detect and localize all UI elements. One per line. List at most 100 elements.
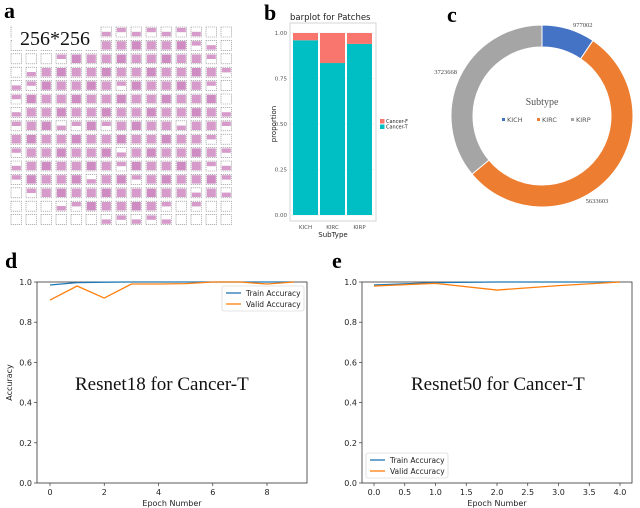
partial-tissue-tile: [11, 112, 21, 117]
donut-slice-kirc: [471, 39, 634, 208]
tile-border: [85, 214, 97, 225]
tile-border: [25, 200, 37, 212]
tissue-tile: [11, 135, 21, 144]
partial-tissue-tile: [146, 27, 156, 33]
series-line-valid-accuracy: [373, 281, 621, 291]
tissue-tile: [71, 161, 81, 171]
tissue-tile: [176, 94, 186, 104]
panel-e-line-chart: 0.0 0.2 0.4 0.6 0.8 1.0 0.0 0.5 1.0 1.5 2.0 2.5 3.0 3…: [344, 278, 633, 508]
partial-tissue-tile: [221, 68, 231, 73]
partial-tissue-tile: [191, 41, 201, 46]
partial-tissue-tile: [56, 54, 66, 59]
partial-tissue-tile: [71, 202, 81, 207]
tissue-tile: [206, 188, 216, 197]
legend-label: KICH: [507, 116, 523, 124]
tissue-tile: [176, 54, 186, 63]
tissue-tile: [146, 41, 156, 50]
partial-tissue-tile: [131, 31, 141, 37]
tissue-tile: [116, 108, 126, 117]
tissue-tile: [176, 148, 186, 157]
tissue-tile: [176, 135, 186, 144]
tissue-tile: [191, 94, 201, 104]
tissue-tile: [41, 68, 51, 77]
tile-border: [40, 200, 52, 212]
tile-border: [25, 214, 37, 225]
partial-tissue-tile: [191, 31, 201, 37]
tissue-tile: [131, 68, 141, 77]
partial-tissue-tile: [176, 125, 186, 130]
tissue-tile: [116, 135, 126, 144]
tissue-tile: [161, 81, 171, 90]
plot-area: [361, 281, 633, 484]
tile-border: [40, 214, 52, 225]
donut-slice-kirp: [450, 24, 543, 175]
partial-tissue-tile: [221, 165, 231, 171]
tissue-tile: [176, 108, 186, 117]
tissue-tile: [56, 108, 66, 117]
donut-title: Subtype: [526, 97, 559, 108]
y-tick-label: 1.0: [19, 278, 32, 287]
series-line-train-accuracy: [49, 281, 295, 286]
tissue-tile: [41, 94, 51, 104]
partial-tissue-tile: [206, 54, 216, 59]
tissue-tile: [116, 94, 126, 104]
bar-cancer-f-kich: [293, 33, 318, 41]
tile-border: [10, 187, 22, 199]
legend-label: KIRP: [576, 116, 591, 124]
tissue-tile: [191, 108, 201, 117]
bar-cancer-f-kirc: [320, 33, 345, 64]
tissue-tile: [71, 68, 81, 77]
tissue-tile: [161, 68, 171, 77]
partial-tissue-tile: [56, 206, 66, 211]
tile-size-label: 256*256: [20, 28, 90, 50]
tissue-tile: [131, 41, 141, 50]
tissue-tile: [191, 161, 201, 171]
tissue-tile: [41, 161, 51, 171]
tissue-tile: [206, 94, 216, 104]
y-tick-label: 0.00: [275, 213, 288, 219]
tissue-tile: [86, 121, 96, 130]
tissue-tile: [176, 188, 186, 197]
x-tick-label: 0: [47, 488, 52, 497]
partial-tissue-tile: [191, 192, 201, 197]
tissue-tile: [86, 108, 96, 117]
x-tick-label: 2: [102, 488, 107, 497]
partial-tissue-tile: [161, 31, 171, 37]
bar-cancer-f-kirp: [347, 33, 372, 44]
tissue-tile: [146, 188, 156, 197]
tissue-tile: [56, 161, 66, 171]
tissue-tile: [176, 68, 186, 77]
tissue-tile: [146, 161, 156, 171]
tissue-tile: [101, 94, 111, 104]
tissue-tile: [101, 148, 111, 157]
tissue-tile: [56, 81, 66, 90]
x-tick-label: 3.5: [583, 488, 596, 497]
x-axis-label: Epoch Number: [142, 499, 202, 508]
partial-tissue-tile: [206, 135, 216, 140]
tissue-tile: [146, 148, 156, 157]
tile-border: [175, 214, 187, 225]
x-tick-label: 6: [210, 488, 215, 497]
tile-border: [10, 214, 22, 225]
tissue-tile: [146, 81, 156, 90]
tile-border: [175, 200, 187, 212]
tissue-tile: [101, 161, 111, 171]
partial-tissue-tile: [176, 27, 186, 33]
legend-swatch: [380, 119, 385, 124]
tissue-tile: [56, 68, 66, 77]
legend-box: [221, 285, 305, 312]
legend-swatch: [502, 118, 505, 121]
tissue-tile: [161, 41, 171, 50]
partial-tissue-tile: [11, 175, 21, 180]
tissue-tile: [131, 108, 141, 117]
partial-tissue-tile: [101, 31, 111, 37]
tissue-tile: [131, 135, 141, 144]
tile-border: [220, 53, 232, 65]
tissue-tile: [86, 148, 96, 157]
tile-border: [190, 214, 202, 225]
partial-tissue-tile: [26, 81, 36, 86]
tile-border: [220, 26, 232, 38]
y-tick-label: 0.4: [19, 399, 32, 408]
